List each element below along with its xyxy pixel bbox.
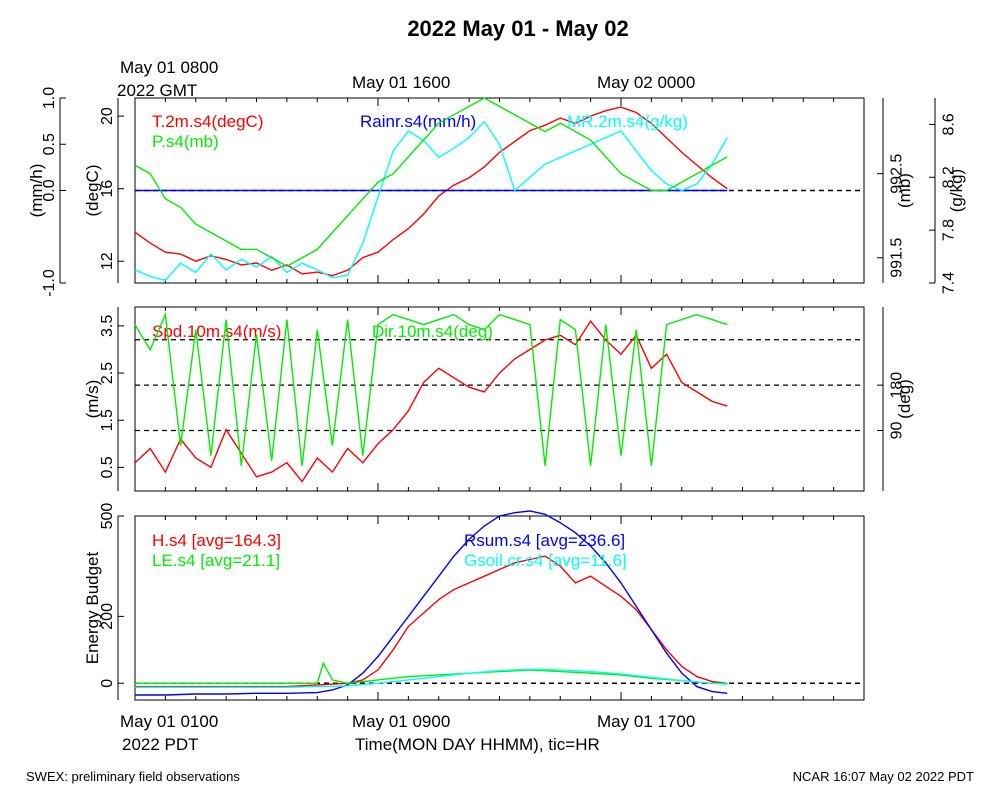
y-tick-label-left_inner: 20 (99, 107, 116, 125)
y-tick-label-left: 3.5 (99, 315, 116, 337)
top-time-label-1-line2: 2022 GMT (117, 81, 197, 100)
y-axis-label-right_inner: (mb) (895, 173, 914, 208)
legend-entry: H.s4 [avg=164.3] (152, 531, 281, 550)
y-tick-label-left_outer: 1.0 (41, 87, 58, 109)
y-tick-label-right_outer: 7.8 (940, 219, 957, 241)
legend-entry: Gsoil.cr.s4 [avg=11.6] (464, 551, 627, 570)
legend-entry: Rainr.s4(mm/h) (360, 112, 476, 131)
panel-middle: 0.5 1.5 2.5 3.5 (m/s) 90 180(deg) Spd.10m.s4(m/… (83, 306, 914, 492)
series-line-Gsoil-cr-s4 (135, 668, 728, 688)
y-axis-label-right: (deg) (895, 379, 914, 419)
y-tick-label-right_outer: 8.6 (940, 113, 957, 135)
footer-right-note: NCAR 16:07 May 02 2022 PDT (793, 769, 974, 784)
y-axis-label-left: (m/s) (83, 380, 102, 419)
y-tick-label-left_inner: 16 (99, 180, 116, 198)
series-line-Spd-10m-s4(m/s) (134, 320, 728, 483)
y-tick-label-left: 2.5 (99, 362, 116, 384)
y-tick-label-right_inner: 991.5 (888, 238, 905, 278)
y-tick-label-right: 180 (888, 372, 905, 399)
y-axis-label-left_outer: (mm/h) (27, 164, 46, 218)
y-tick-label-left_inner: 12 (99, 252, 116, 270)
y-tick-label-right_outer: 8.2 (940, 166, 957, 188)
footer: May 01 0100 2022 PDT May 01 0900 May 01 … (26, 712, 974, 784)
footer-left-note: SWEX: preliminary field observations (26, 769, 240, 784)
y-axis-label-left_inner: (degC) (83, 165, 102, 217)
y-tick-label-left: 0.5 (99, 456, 116, 478)
series-line-MR-2m-s4(g/kg) (134, 120, 728, 282)
top-time-label-3: May 02 0000 (597, 73, 695, 92)
legend-entry: MR.2m.s4(g/kg) (567, 112, 688, 131)
top-time-label-1-line1: May 01 0800 (120, 58, 218, 77)
legend-entry: LE.s4 [avg=21.1] (152, 551, 280, 570)
y-tick-label-right_inner: 992.5 (888, 154, 905, 194)
header: 2022 May 01 - May 02 May 01 0800 2022 GM… (117, 16, 695, 100)
y-axis-label-right_outer: (g/kg) (947, 169, 966, 212)
y-tick-label-left_outer: -1.0 (41, 269, 58, 297)
legend-entry: T.2m.s4(degC) (152, 112, 263, 131)
y-tick-label-left: 0 (99, 679, 116, 688)
y-tick-label-left_outer: 0.0 (41, 179, 58, 201)
y-tick-label-left_outer: 0.5 (41, 133, 58, 155)
series-line-Rsum-s4 (135, 510, 728, 696)
legend-entry: P.s4(mb) (152, 132, 219, 151)
bottom-time-label-2: May 01 0900 (352, 712, 450, 731)
y-axis-label-left: Energy Budget (83, 551, 102, 664)
series-line-T-2m-s4(degC) (134, 106, 728, 277)
legend-entry: Dir.10m.s4(deg) (372, 322, 493, 341)
bottom-time-label-1-line1: May 01 0100 (120, 712, 218, 731)
y-tick-label-left: 1.5 (99, 409, 116, 431)
series-line-P-s4(mb) (134, 97, 728, 267)
legend-entry: Spd.10m.s4(m/s) (152, 322, 281, 341)
x-axis-label: Time(MON DAY HHMM), tic=HR (355, 735, 600, 754)
series-line-Dir-10m-s4(deg) (134, 311, 728, 466)
series-line-H-s4 (135, 555, 728, 688)
y-tick-label-right_outer: 7.4 (940, 272, 957, 294)
y-tick-label-right: 90 (888, 422, 905, 440)
panel-top: -1.0 0.0 0.5 1.0 (mm/h) 12 16 20 (degC) 991.5 992.… (27, 87, 966, 297)
legend-entry: Rsum.s4 [avg=236.6] (464, 531, 625, 550)
bottom-time-label-3: May 01 1700 (597, 712, 695, 731)
y-tick-label-left: 500 (99, 503, 116, 530)
top-time-label-2: May 01 1600 (352, 73, 450, 92)
y-tick-label-left: 200 (99, 603, 116, 630)
series-line-LE-s4 (135, 661, 728, 685)
bottom-time-label-1-line2: 2022 PDT (122, 735, 199, 754)
panel-bottom: 0 200 500 Energy Budget H.s4 [avg=164.3] Rsum… (83, 503, 865, 701)
chart-title: 2022 May 01 - May 02 (407, 16, 628, 41)
